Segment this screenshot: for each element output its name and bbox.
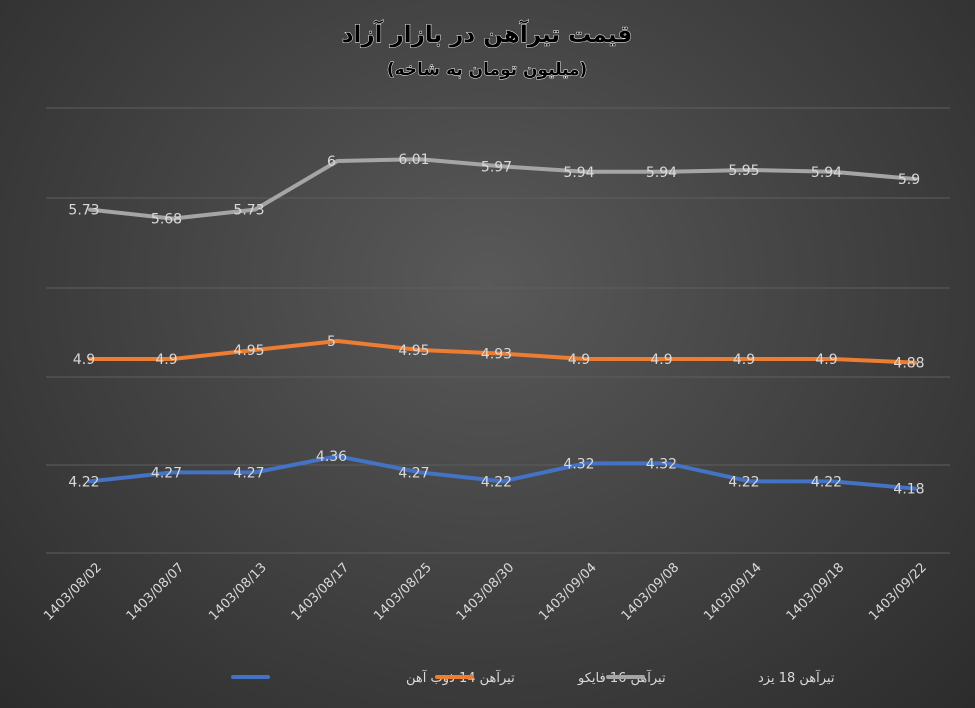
x-tick-label: 1403/08/13 xyxy=(206,560,270,624)
series-lines xyxy=(88,157,917,491)
data-label: 4.95 xyxy=(233,343,264,359)
series-line xyxy=(88,454,917,491)
data-label: 4.22 xyxy=(481,474,512,490)
data-label: 4.32 xyxy=(646,456,677,472)
data-label: 4.22 xyxy=(811,474,842,490)
x-axis-ticks: 1403/08/02 1403/08/07 1403/08/13 1403/08/17… xyxy=(41,560,930,624)
chart-title: قیمت تیرآهن در بازار آزاد xyxy=(342,19,633,48)
data-label: 4.88 xyxy=(893,356,924,372)
x-tick-label: 1403/09/18 xyxy=(784,560,848,624)
x-tick-label: 1403/08/30 xyxy=(454,560,518,624)
data-label: 4.27 xyxy=(233,465,264,481)
data-label: 5.94 xyxy=(646,165,677,181)
x-tick-label: 1403/08/17 xyxy=(289,560,353,624)
data-label: 4.32 xyxy=(563,456,594,472)
data-label: 4.9 xyxy=(815,352,837,368)
series-line xyxy=(88,339,917,365)
data-label: 4.9 xyxy=(155,352,177,368)
data-label: 5.97 xyxy=(481,159,512,175)
data-label: 5.73 xyxy=(233,203,264,219)
data-label: 4.18 xyxy=(893,482,924,498)
data-label: 4.95 xyxy=(398,343,429,359)
data-label: 4.22 xyxy=(68,474,99,490)
data-label: 5 xyxy=(327,334,336,350)
x-tick-label: 1403/08/07 xyxy=(124,560,188,624)
data-label: 4.9 xyxy=(650,352,672,368)
data-label: 4.36 xyxy=(316,449,347,465)
data-label: 5.94 xyxy=(563,165,594,181)
data-label: 5.94 xyxy=(811,165,842,181)
x-tick-label: 1403/08/25 xyxy=(371,560,435,624)
data-label: 4.9 xyxy=(733,352,755,368)
x-tick-label: 1403/09/08 xyxy=(619,560,683,624)
data-label: 5.9 xyxy=(898,172,920,188)
data-label: 4.22 xyxy=(728,474,759,490)
x-tick-label: 1403/09/04 xyxy=(536,560,600,624)
data-label: 4.27 xyxy=(151,465,182,481)
chart-subtitle: (میلیون تومان به شاخه) xyxy=(387,60,588,80)
data-label: 4.27 xyxy=(398,465,429,481)
data-label: 4.93 xyxy=(481,347,512,363)
x-tick-label: 1403/09/14 xyxy=(701,560,765,624)
data-labels: 4.22 4.27 4.27 4.36 4.27 4.22 4.32 4.32 4.22 4.22… xyxy=(68,152,924,497)
data-label: 4.9 xyxy=(73,352,95,368)
data-label: 6 xyxy=(327,154,336,170)
series-line xyxy=(88,157,917,221)
x-tick-label: 1403/09/22 xyxy=(866,560,930,624)
data-label: 6.01 xyxy=(398,152,429,168)
data-label: 5.73 xyxy=(68,203,99,219)
gridlines xyxy=(46,107,950,554)
data-label: 5.95 xyxy=(728,163,759,179)
data-label: 5.68 xyxy=(151,212,182,228)
legend-label: تیرآهن 18 یزد xyxy=(758,669,835,686)
data-label: 4.9 xyxy=(568,352,590,368)
x-tick-label: 1403/08/02 xyxy=(41,560,105,624)
